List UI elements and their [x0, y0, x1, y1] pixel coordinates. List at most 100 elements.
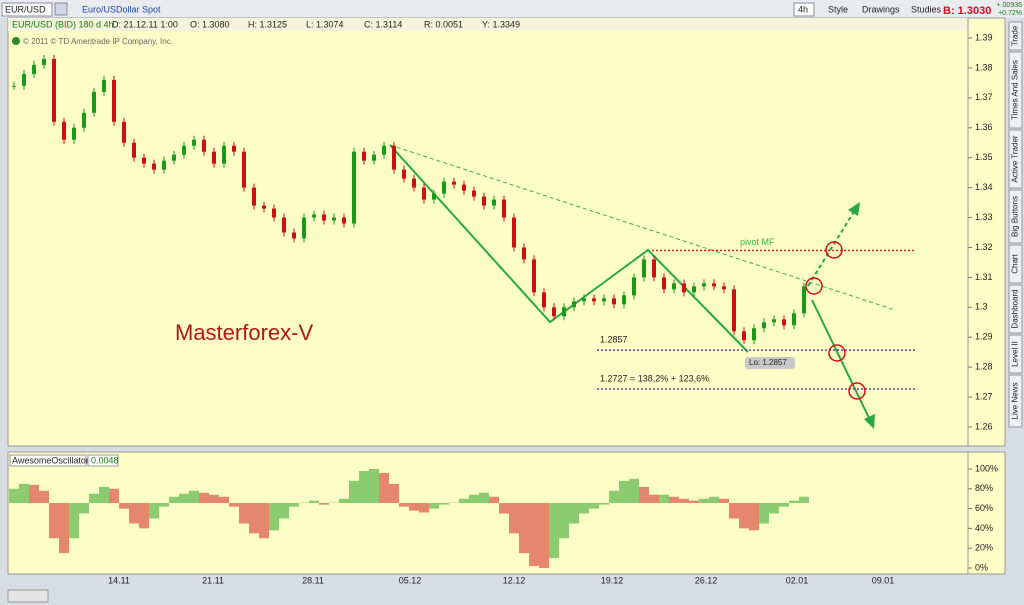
y-tick-label: 1.29 [975, 332, 993, 342]
description: Euro/USDollar Spot [82, 4, 161, 14]
info: EUR/USD (BID) 180 d 4h [12, 19, 114, 29]
bid-price: B: 1.3030 [943, 5, 991, 17]
osc-value: 0.0048 [91, 455, 119, 465]
side-tab-label[interactable]: Live News [1011, 383, 1020, 420]
y-tick-label: 1.36 [975, 122, 993, 132]
candle-body [32, 64, 36, 74]
copyright: © 2011 © TD Ameritrade IP Company, Inc. [23, 37, 173, 46]
zoom-controls[interactable] [7, 589, 49, 603]
style-button[interactable]: Style [828, 4, 848, 14]
candle-body [752, 328, 756, 341]
side-tab-label[interactable]: Chart [1011, 253, 1020, 273]
candle-body [472, 190, 476, 197]
change: +.00936 [997, 2, 1023, 9]
side-tab[interactable] [1008, 284, 1023, 334]
candle-body [232, 145, 236, 152]
candle-body [742, 331, 746, 341]
studies-button[interactable]: Studies [911, 4, 942, 14]
change-pct: +0.72% [998, 10, 1022, 17]
info-bar [8, 18, 968, 31]
candle-body [282, 217, 286, 233]
candle-body [402, 169, 406, 179]
candle-body [132, 142, 136, 158]
y-tick-label: 1.33 [975, 212, 993, 222]
candle-body [222, 145, 226, 164]
side-tab-label[interactable]: Times And Sales [1011, 60, 1020, 120]
symbol-box[interactable] [1, 2, 53, 17]
side-tab[interactable] [1008, 21, 1023, 51]
y-tick-label: 1.3 [975, 302, 988, 312]
candle-body [82, 112, 86, 128]
y-tick-label: 1.32 [975, 242, 993, 252]
candle-body [662, 277, 666, 290]
candle-body [412, 178, 416, 188]
candle-body [492, 199, 496, 206]
side-tab-label[interactable]: Big Buttons [1011, 196, 1020, 237]
y-tick-label: 100% [975, 463, 998, 473]
arrowhead [864, 414, 875, 429]
x-tick-label: 21.11 [202, 575, 224, 585]
y-tick-label: 1.27 [975, 391, 993, 401]
y-tick-label: 1.26 [975, 421, 993, 431]
candle-body [112, 79, 116, 122]
x-tick-label: 02.01 [786, 575, 809, 585]
interval[interactable]: 4h [798, 4, 808, 14]
candle-body [572, 301, 576, 308]
candle-body [72, 127, 76, 140]
x-tick-label: 19.12 [601, 575, 624, 585]
candle-body [392, 145, 396, 170]
watermark: Masterforex-V [175, 320, 313, 345]
info: H: 1.3125 [248, 19, 287, 29]
side-tab-label[interactable]: Trade [1011, 25, 1020, 46]
osc-label-box [9, 454, 87, 467]
info: L: 1.3074 [306, 19, 344, 29]
toolbar [0, 0, 1024, 18]
candle-body [792, 313, 796, 326]
candle-body [692, 286, 696, 293]
side-tab[interactable] [1008, 244, 1023, 284]
interval-box[interactable] [793, 2, 815, 17]
side-tab-label[interactable]: Dashboard [1011, 289, 1020, 328]
candle-body [362, 151, 366, 161]
low-label-box [745, 357, 795, 369]
side-tab-label[interactable]: Active Trader [1011, 135, 1020, 182]
candle-body [502, 199, 506, 218]
side-tab[interactable] [1008, 129, 1023, 189]
arrow-up [807, 209, 856, 287]
candle-body [52, 58, 56, 122]
y-tick-label: 40% [975, 523, 993, 533]
candle-body [552, 307, 556, 317]
candle-body [462, 184, 466, 191]
link-icon[interactable] [54, 2, 68, 16]
level-label: 1.2727 = 138,2% + 123,6% [600, 373, 709, 383]
candle-body [632, 277, 636, 296]
candle-body [522, 247, 526, 260]
candle-body [342, 217, 346, 224]
candle-body [532, 259, 536, 293]
info: O: 1.3080 [190, 19, 230, 29]
candle-body [182, 145, 186, 155]
side-tab[interactable] [1008, 51, 1023, 129]
candle-body [212, 151, 216, 164]
y-tick-label: 1.31 [975, 272, 993, 282]
candle-body [102, 79, 106, 92]
x-tick-label: 12.12 [503, 575, 526, 585]
candle-body [612, 298, 616, 305]
side-tab[interactable] [1008, 189, 1023, 244]
side-tab[interactable] [1008, 374, 1023, 428]
candle-body [352, 151, 356, 224]
side-tab-label[interactable]: Level II [1011, 341, 1020, 367]
candle-body [592, 298, 596, 302]
candle-body [672, 283, 676, 290]
info: C: 1.3114 [364, 19, 402, 29]
y-tick-label: 1.38 [975, 62, 993, 72]
candle-body [242, 151, 246, 188]
y-tick-label: 1.34 [975, 182, 993, 192]
drawings-button[interactable]: Drawings [862, 4, 900, 14]
level-label: 1.2857 [600, 334, 628, 344]
candle-body [42, 58, 46, 65]
y-tick-label: 60% [975, 503, 993, 513]
candle-body [682, 283, 686, 293]
side-tab[interactable] [1008, 334, 1023, 374]
symbol[interactable]: EUR/USD [5, 4, 46, 14]
